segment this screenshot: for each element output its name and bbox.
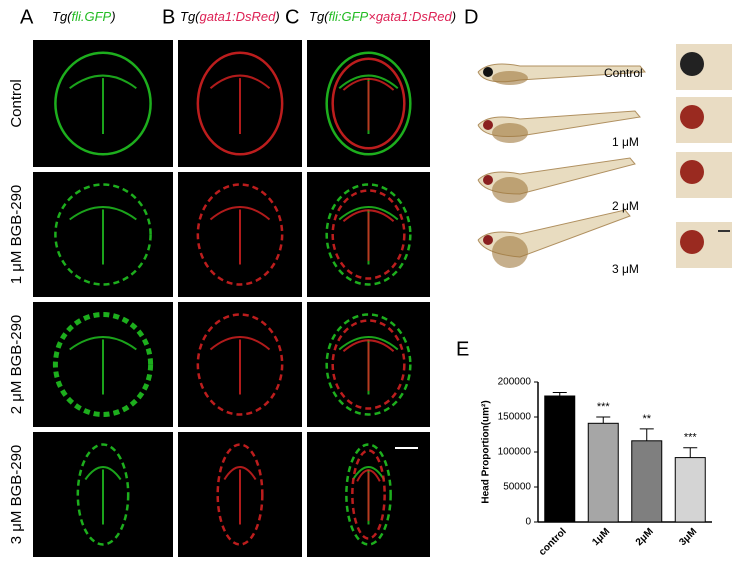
header-part: Tg( — [52, 9, 73, 24]
vessel-signal — [76, 443, 130, 546]
x-tick-label: 2μM — [634, 526, 656, 548]
significance: *** — [597, 401, 611, 413]
eye — [680, 160, 704, 184]
yolk — [492, 177, 528, 203]
fish-label: 1 μM — [612, 135, 639, 149]
vessel-signal — [196, 51, 284, 156]
header-part: Tg( — [309, 9, 330, 24]
significance: *** — [684, 432, 698, 444]
x-tick-label: 3μM — [677, 526, 699, 548]
y-tick-label: 100000 — [498, 447, 532, 458]
vessel-signal — [52, 312, 154, 417]
error-bar — [683, 447, 698, 458]
column-header: Tg(fli.GFP) — [52, 9, 116, 24]
panel-letter: C — [285, 6, 299, 28]
vessel-signal — [196, 313, 284, 416]
vessel-signal — [345, 443, 392, 546]
header-part: ) — [450, 9, 456, 24]
vessel-signal — [325, 313, 412, 416]
bar — [587, 422, 619, 523]
vessel-signal — [84, 466, 122, 525]
vessel-signal — [209, 74, 271, 134]
header-part: gata1:DsRed — [200, 9, 277, 24]
vessel-signal — [223, 466, 257, 525]
vessel-signal — [209, 336, 271, 395]
eye — [483, 175, 493, 185]
x-tick-label: 1μM — [590, 526, 612, 548]
vessel-signal — [69, 74, 137, 134]
eye — [680, 52, 704, 76]
eye — [483, 120, 493, 130]
error-bar — [639, 428, 654, 441]
panel-letter: B — [162, 6, 175, 28]
fish-label: 3 μM — [612, 262, 639, 276]
bar-chart: 0 50000 100000 150000 200000 Head Proportion(… — [481, 377, 712, 558]
header-part: ) — [109, 9, 115, 24]
yolk — [492, 71, 528, 85]
fish-label: 2 μM — [612, 199, 639, 213]
vessel-signal — [351, 449, 386, 540]
fish-label: Control — [604, 66, 643, 80]
vessel-signal — [342, 209, 395, 261]
y-tick-label: 150000 — [498, 412, 532, 423]
row-label: 2 μM BGB-290 — [8, 315, 25, 415]
panel-letter: A — [20, 6, 34, 28]
row-label: 1 μM BGB-290 — [8, 185, 25, 285]
vessel-signal — [196, 183, 284, 286]
vessel-signal — [325, 51, 412, 156]
header-part: fli.GFP — [72, 9, 112, 24]
bar — [631, 440, 663, 523]
bar — [544, 395, 576, 523]
x-tick-label: control — [537, 526, 569, 558]
vessel-signal — [69, 206, 137, 265]
eye — [483, 67, 493, 77]
panel-letter: D — [464, 6, 478, 28]
yolk — [492, 236, 528, 268]
error-bar — [552, 392, 567, 396]
vessel-signal — [356, 469, 381, 521]
vessel-signal — [342, 339, 395, 391]
vessel-signal — [54, 51, 152, 156]
y-tick-label: 200000 — [498, 377, 532, 388]
column-header: Tg(gata1:DsRed) — [180, 9, 280, 24]
vessel-signal — [342, 77, 395, 131]
eye — [680, 230, 704, 254]
microscopy-grid — [33, 40, 430, 557]
vessel-signal — [209, 206, 271, 265]
vessel-signal — [54, 183, 152, 286]
y-axis-label: Head Proportion(um²) — [481, 400, 492, 503]
y-tick-label: 50000 — [503, 482, 531, 493]
vessel-signal — [69, 336, 137, 395]
header-part: fli:GFP — [329, 9, 369, 24]
panel-letter: E — [456, 338, 469, 360]
row-label: 3 μM BGB-290 — [8, 445, 25, 545]
vessel-signal — [216, 443, 264, 546]
header-part: ) — [273, 9, 279, 24]
vessel-signal — [331, 57, 406, 150]
error-bar — [596, 416, 611, 424]
vessel-signal — [331, 189, 406, 280]
eye — [680, 105, 704, 129]
column-header: Tg(fli:GFP×gata1:DsRed) — [309, 9, 456, 24]
bar — [674, 457, 706, 523]
yolk — [492, 123, 528, 143]
header-part: × — [368, 9, 376, 24]
header-part: gata1:DsRed — [376, 9, 453, 24]
header-part: Tg( — [180, 9, 201, 24]
eye — [483, 235, 493, 245]
larvae-images — [477, 44, 732, 268]
y-tick-label: 0 — [525, 517, 531, 528]
vessel-signal — [331, 319, 406, 410]
row-label: Control — [8, 79, 25, 127]
significance: ** — [642, 413, 651, 425]
vessel-signal — [325, 183, 412, 286]
